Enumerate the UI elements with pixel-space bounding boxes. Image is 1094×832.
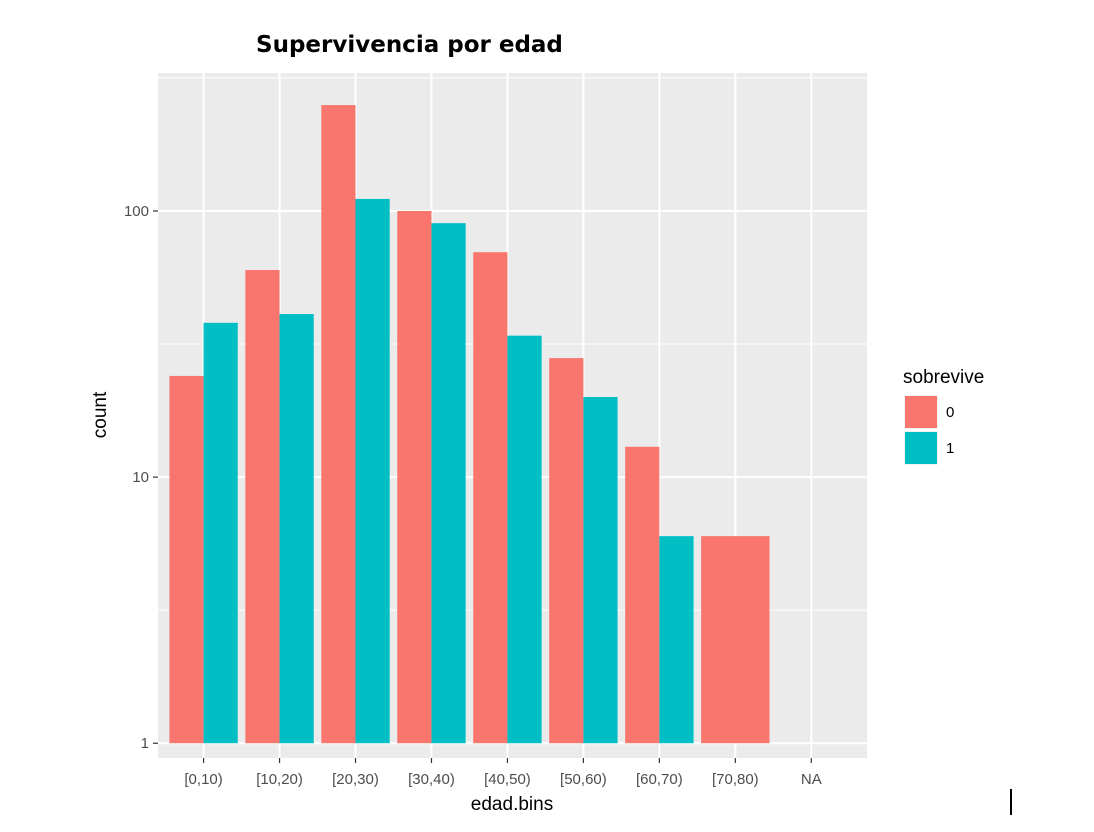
bar-[70,80)-sobrevive-0 bbox=[701, 536, 770, 744]
x-tick-label: [30,40) bbox=[408, 771, 455, 788]
bar-[50,60)-sobrevive-1 bbox=[583, 396, 618, 744]
legend-label-1: 1 bbox=[946, 440, 954, 457]
bar-[30,40)-sobrevive-0 bbox=[397, 210, 432, 744]
bar-[0,10)-sobrevive-0 bbox=[169, 375, 204, 744]
x-tick-label: [20,30) bbox=[332, 771, 379, 788]
y-axis: 1 10 100 bbox=[124, 203, 158, 752]
legend-title: sobrevive bbox=[903, 367, 984, 388]
bar-[10,20)-sobrevive-0 bbox=[245, 270, 280, 744]
x-axis-title: edad.bins bbox=[471, 794, 553, 815]
x-tick-label: [70,80) bbox=[712, 771, 759, 788]
bar-[60,70)-sobrevive-1 bbox=[659, 536, 694, 744]
bars bbox=[169, 105, 770, 744]
x-tick-label: [10,20) bbox=[256, 771, 303, 788]
bar-[40,50)-sobrevive-1 bbox=[507, 335, 542, 744]
x-axis: [0,10) [10,20) [20,30) [30,40) [40,50) [50,60… bbox=[184, 758, 822, 788]
x-tick-label: [50,60) bbox=[560, 771, 607, 788]
legend-label-0: 0 bbox=[946, 404, 954, 421]
x-tick-label: [0,10) bbox=[184, 771, 222, 788]
y-axis-title: count bbox=[90, 391, 111, 438]
chart-title: Supervivencia por edad bbox=[256, 32, 563, 58]
bar-[30,40)-sobrevive-1 bbox=[431, 223, 466, 744]
legend-swatch-1 bbox=[905, 432, 937, 464]
y-tick-label: 10 bbox=[132, 469, 149, 486]
bar-[10,20)-sobrevive-1 bbox=[279, 314, 314, 744]
text-cursor bbox=[1010, 789, 1012, 815]
bar-[60,70)-sobrevive-0 bbox=[625, 446, 660, 744]
bar-[40,50)-sobrevive-0 bbox=[473, 252, 508, 744]
bar-[20,30)-sobrevive-1 bbox=[355, 198, 390, 744]
legend-swatch-0 bbox=[905, 396, 937, 428]
y-tick-label: 100 bbox=[124, 203, 149, 220]
x-tick-label: NA bbox=[801, 771, 822, 788]
x-tick-label: [40,50) bbox=[484, 771, 531, 788]
y-tick-label: 1 bbox=[141, 735, 149, 752]
bar-[50,60)-sobrevive-0 bbox=[549, 358, 584, 744]
x-tick-label: [60,70) bbox=[636, 771, 683, 788]
legend: sobrevive 0 1 bbox=[903, 367, 984, 465]
bar-[0,10)-sobrevive-1 bbox=[203, 322, 238, 744]
bar-[20,30)-sobrevive-0 bbox=[321, 105, 356, 744]
